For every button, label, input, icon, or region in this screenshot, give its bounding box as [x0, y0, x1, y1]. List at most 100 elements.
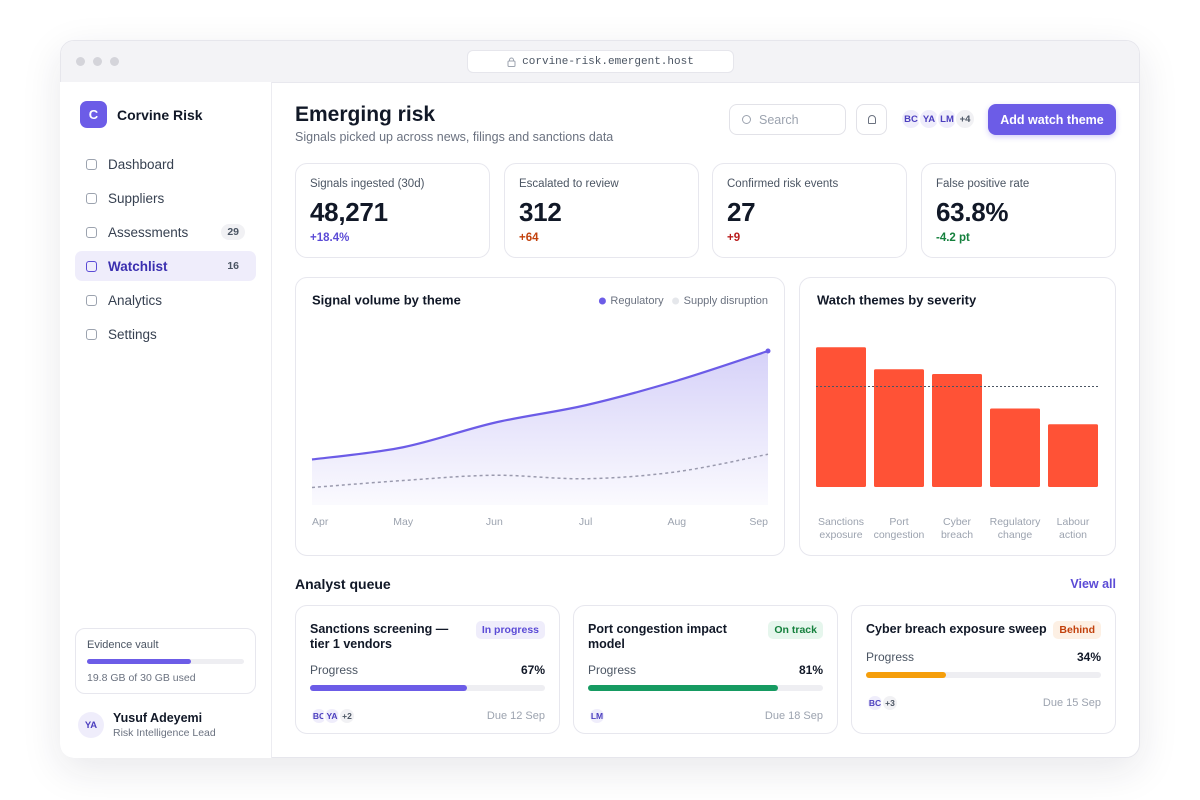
sidebar: C Corvine Risk Dashboard Suppliers Assessm… [60, 82, 272, 758]
kpi-value: 63.8% [936, 197, 1009, 227]
progress-value: 67% [520, 663, 545, 677]
x-tick-label: Regulatory change [989, 516, 1041, 541]
due-date: Due 12 Sep [486, 710, 545, 722]
nav-icon [86, 158, 97, 170]
kpi-card: Confirmed risk events 27 +9 [712, 163, 907, 258]
status-pill: In progress [475, 621, 545, 639]
browser-titlebar: corvine-risk.emergent.host [61, 41, 1139, 83]
nav-item[interactable]: Suppliers [75, 183, 256, 213]
progress-track [310, 685, 545, 691]
progress-label: Progress [310, 663, 359, 677]
due-date: Due 15 Sep [1042, 697, 1101, 709]
progress-track [866, 672, 1101, 678]
nav-label: Watchlist [108, 258, 168, 274]
task-footer: BC +3 Due 15 Sep [866, 694, 1101, 712]
nav-label: Settings [108, 326, 157, 342]
task-card[interactable]: Port congestion impact model On track Prog… [573, 605, 838, 734]
nav-label: Analytics [108, 292, 163, 308]
page-subtitle: Signals picked up across news, filings a… [295, 130, 614, 144]
kpi-card: False positive rate 63.8% -4.2 pt [921, 163, 1116, 258]
user-avatar: YA [78, 712, 104, 738]
view-all-link[interactable]: View all [1070, 577, 1116, 591]
progress-bar [588, 685, 779, 691]
nav-item[interactable]: Analytics [75, 285, 256, 315]
add-theme-button[interactable]: Add watch theme [988, 104, 1116, 135]
nav-item[interactable]: Watchlist 16 [75, 251, 256, 281]
assignee-more: +2 [338, 707, 356, 725]
storage-usage: 19.8 GB of 30 GB used [87, 672, 196, 684]
brand-logo: C [80, 101, 107, 128]
page-title: Emerging risk [295, 103, 436, 126]
task-header: Port congestion impact model On track [588, 620, 823, 652]
progress-bar [866, 672, 946, 678]
x-tick-label: Labour action [1056, 516, 1090, 541]
task-title: Port congestion impact model [588, 622, 727, 651]
task-header: Sanctions screening — tier 1 vendors In p… [310, 620, 545, 652]
task-footer: BC YA +2 Due 12 Sep [310, 707, 545, 725]
x-tick-label: Cyber breach [940, 516, 974, 541]
nav-icon [86, 226, 97, 238]
due-date: Due 18 Sep [764, 710, 823, 722]
section-title: Analyst queue [295, 576, 391, 592]
address-bar[interactable]: corvine-risk.emergent.host [467, 50, 734, 73]
assignee-more: +3 [881, 694, 899, 712]
brand-name: Corvine Risk [117, 107, 203, 123]
kpi-label: Escalated to review [519, 178, 619, 190]
notification-button[interactable] [856, 104, 887, 135]
team-avatar-more: +4 [954, 108, 976, 130]
task-card[interactable]: Sanctions screening — tier 1 vendors In p… [295, 605, 560, 734]
kpi-label: Signals ingested (30d) [310, 178, 425, 190]
lock-icon [507, 57, 516, 67]
status-pill: On track [768, 621, 823, 639]
task-header: Cyber breach exposure sweep Behind [866, 620, 1101, 639]
x-tick-label: Port congestion [873, 516, 925, 541]
window-dot [76, 57, 85, 66]
nav-label: Suppliers [108, 190, 165, 206]
progress-label: Progress [866, 650, 915, 664]
bell-icon [867, 115, 876, 124]
storage-bar [87, 659, 191, 664]
kpi-label: False positive rate [936, 178, 1030, 190]
kpi-label: Confirmed risk events [727, 178, 839, 190]
status-pill: Behind [1053, 621, 1101, 639]
kpi-delta: +18.4% [310, 232, 350, 244]
assignee-avatar: LM [588, 707, 606, 725]
kpi-value: 27 [727, 197, 756, 227]
progress-row: Progress 34% [866, 650, 1101, 664]
search-box[interactable]: Search [729, 104, 846, 135]
assignees: LM [588, 707, 606, 725]
search-placeholder: Search [759, 112, 799, 127]
progress-row: Progress 81% [588, 663, 823, 677]
chart-card [799, 277, 1116, 556]
nav-item[interactable]: Settings [75, 319, 256, 349]
progress-track [588, 685, 823, 691]
nav-item[interactable]: Dashboard [75, 149, 256, 179]
progress-bar [310, 685, 468, 691]
search-icon [742, 115, 751, 124]
url-text: corvine-risk.emergent.host [522, 55, 694, 68]
progress-row: Progress 67% [310, 663, 545, 677]
nav-icon [86, 260, 97, 272]
user-name: Yusuf Adeyemi [113, 711, 203, 725]
nav-item[interactable]: Assessments 29 [75, 217, 256, 247]
nav-badge: 16 [227, 260, 239, 272]
user-role: Risk Intelligence Lead [113, 727, 216, 739]
team-avatars: BC YA LM +4 [900, 108, 980, 130]
kpi-value: 312 [519, 197, 562, 227]
nav-icon [86, 192, 97, 204]
nav-icon [86, 294, 97, 306]
assignees: BC +3 [866, 694, 899, 712]
kpi-card: Escalated to review 312 +64 [504, 163, 699, 258]
assignees: BC YA +2 [310, 707, 356, 725]
storage-card: Evidence vault 19.8 GB of 30 GB used [75, 628, 256, 694]
nav-icon [86, 328, 97, 340]
chart-card [295, 277, 785, 556]
x-tick-label: Sanctions exposure [817, 516, 865, 541]
kpi-delta: +9 [727, 232, 741, 244]
window-dot [93, 57, 102, 66]
task-card[interactable]: Cyber breach exposure sweep Behind Progres… [851, 605, 1116, 734]
task-footer: LM Due 18 Sep [588, 707, 823, 725]
kpi-card: Signals ingested (30d) 48,271 +18.4% [295, 163, 490, 258]
nav-badge: 29 [221, 224, 245, 240]
